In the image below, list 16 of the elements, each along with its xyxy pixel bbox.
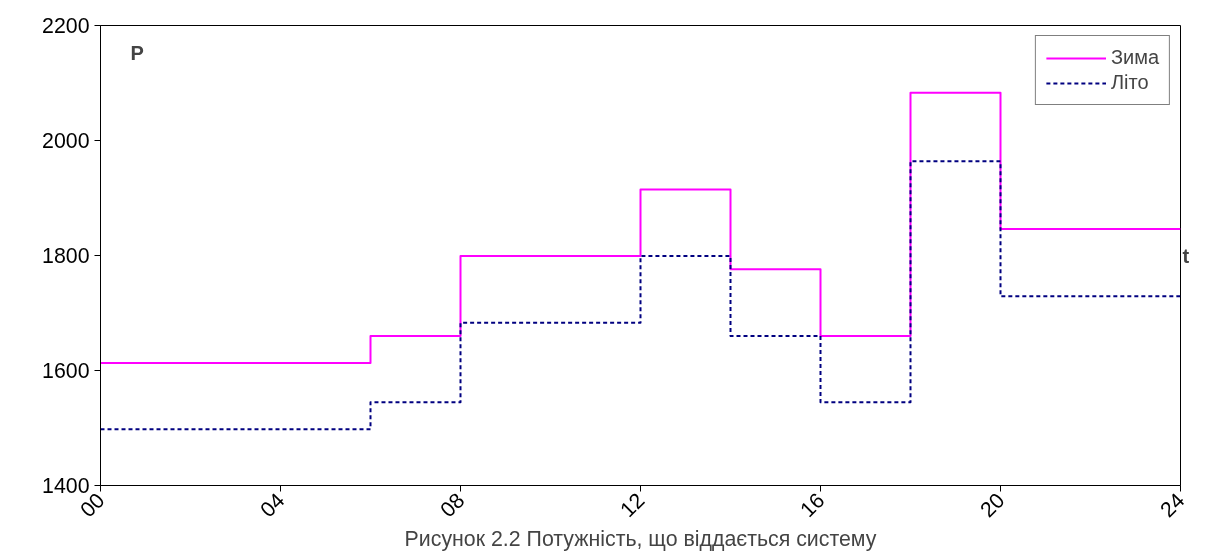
- y-tick-label: 1400: [42, 474, 90, 498]
- x-tick-label: 04: [255, 488, 290, 523]
- y-tick-label: 1800: [42, 244, 90, 268]
- y-tick-label: 2000: [42, 129, 90, 153]
- text: Рисунок 2.2 Потужність, що віддається систему: [404, 526, 877, 551]
- x-tick-label: 16: [795, 488, 830, 523]
- y-tick-label: 2200: [42, 14, 90, 38]
- x-tick-label: 12: [615, 488, 650, 523]
- x-tick-label: 20: [975, 488, 1010, 523]
- x-tick-label: 08: [435, 488, 470, 523]
- y-axis-title: P: [130, 41, 144, 64]
- x-axis-title: t: [1182, 244, 1190, 267]
- legend-label: Літо: [1110, 71, 1149, 94]
- legend-label: Зима: [1110, 46, 1159, 69]
- x-tick-label: 24: [1155, 488, 1190, 523]
- y-tick-label: 1600: [42, 359, 90, 383]
